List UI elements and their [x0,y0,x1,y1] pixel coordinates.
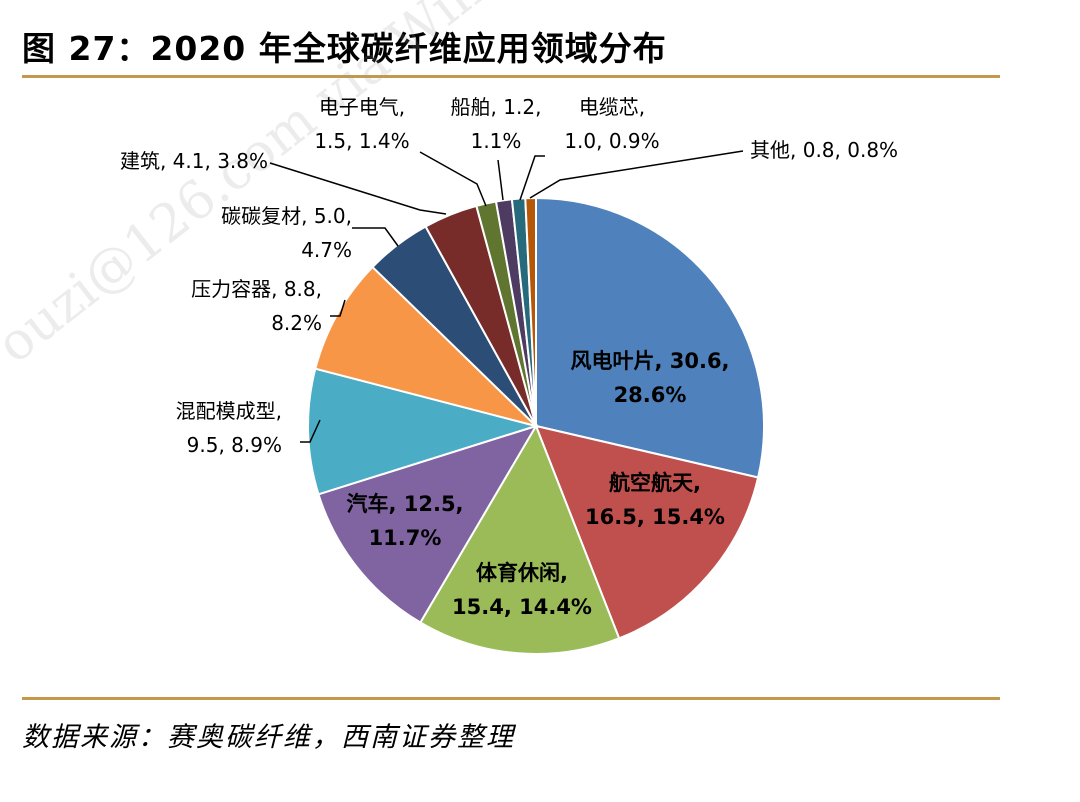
slice-label-line: 28.6% [614,383,687,407]
slice-label: 混配模成型, 9.5, 8.9% [176,399,282,457]
leader-line [497,159,504,201]
leader-line [330,299,346,317]
slice-label-line: 碳碳复材, 5.0, [221,204,352,228]
slice-label: 航空航天, 16.5, 15.4% [585,471,725,529]
slice-label: 船舶, 1.2, 1.1% [451,95,542,153]
slice-label-line: 16.5, 15.4% [585,505,725,529]
slice-label-line: 8.2% [271,311,322,335]
slice-label: 碳碳复材, 5.0, 4.7% [221,204,352,262]
slice-label: 风电叶片, 30.6, 28.6% [570,349,729,407]
slice-label: 电缆芯, 1.0, 0.9% [564,95,659,153]
leader-line [269,162,447,215]
pie-slices [307,196,765,655]
pie-slice [534,424,760,640]
leader-line [300,419,321,443]
leader-lines [269,150,744,443]
slice-label-line: 电缆芯, [579,95,645,119]
slice-label-line: 1.5, 1.4% [314,129,409,153]
pie-slice [535,196,765,479]
slice-label-line: 建筑, 4.1, 3.8% [120,149,268,173]
leader-line [419,151,487,207]
slice-label-line: 体育休闲, [476,561,568,585]
slice-label-line: 混配模成型, [176,399,282,423]
slice-label: 建筑, 4.1, 3.8% [120,149,268,173]
leader-line [529,150,744,199]
slice-label-line: 压力容器, 8.8, [191,277,322,301]
top-divider [22,75,1000,78]
leader-line [519,155,545,201]
slice-label-line: 风电叶片, 30.6, [570,349,729,373]
slice-label-line: 其他, 0.8, 0.8% [750,138,898,162]
bottom-divider [22,697,1000,700]
slice-label-line: 航空航天, [609,471,701,495]
leader-line [352,227,399,247]
pie-slice [314,265,540,428]
slice-label: 电子电气, 1.5, 1.4% [314,95,409,153]
slice-label: 压力容器, 8.8, 8.2% [191,277,322,335]
pie-slice [307,367,540,496]
slice-label-line: 11.7% [369,526,442,550]
slice-label-line: 1.0, 0.9% [564,129,659,153]
slice-label-line: 汽车, 12.5, [346,492,463,516]
slice-label-line: 1.1% [471,129,522,153]
slice-label: 体育休闲, 15.4, 14.4% [452,561,592,619]
slice-label-line: 船舶, 1.2, [451,95,542,119]
pie-slice [317,424,539,624]
source-note: 数据来源：赛奥碳纤维，西南证券整理 [22,722,515,753]
slice-labels: 风电叶片, 30.6, 28.6% 航空航天, 16.5, 15.4% 体育休闲, 15.… [120,95,898,619]
slice-label: 其他, 0.8, 0.8% [750,138,898,162]
slice-label-line: 9.5, 8.9% [187,433,282,457]
pie-slice [418,423,621,655]
slice-label-line: 电子电气, [319,95,405,119]
chart-title: 图 27：2020 年全球碳纤维应用领域分布 [22,29,667,68]
slice-label: 汽车, 12.5, 11.7% [346,492,463,550]
slice-label-line: 15.4, 14.4% [452,595,592,619]
slice-label-line: 4.7% [301,238,352,262]
